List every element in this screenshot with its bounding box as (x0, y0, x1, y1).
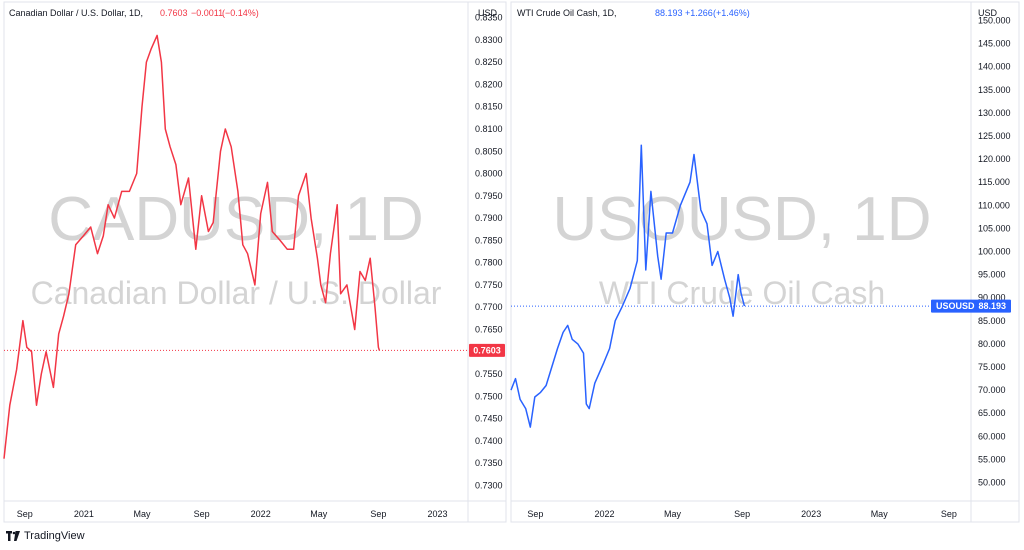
left-watermark-name: Canadian Dollar / U.S. Dollar (31, 275, 442, 311)
right-ytick-label: 60.000 (978, 431, 1006, 441)
right-xtick-label: May (664, 509, 682, 519)
right-price-tag: USOUSD 88.193 (931, 299, 1011, 313)
left-legend-change: −0.0011 (191, 8, 223, 18)
left-xtick-label: 2021 (74, 509, 94, 519)
left-series-line (3, 34, 381, 459)
right-legend-change: +1.266 (685, 8, 713, 18)
right-ytick-label: 145.000 (978, 39, 1011, 49)
right-ytick-label: 120.000 (978, 154, 1011, 164)
right-xtick-label: Sep (941, 509, 957, 519)
left-ytick-label: 0.7300 (475, 480, 503, 490)
right-ytick-label: 65.000 (978, 408, 1006, 418)
left-ytick-label: 0.8350 (475, 13, 503, 23)
right-xtick-label: Sep (734, 509, 750, 519)
right-ytick-label: 115.000 (978, 177, 1010, 187)
right-series-line (510, 144, 746, 428)
right-ytick-label: 105.000 (978, 223, 1011, 233)
left-ytick-label: 0.7800 (475, 258, 503, 268)
right-ytick-label: 130.000 (978, 108, 1011, 118)
right-ytick-label: 110.000 (978, 200, 1010, 210)
left-panel-border (3, 1, 507, 523)
left-ytick-label: 0.7500 (475, 391, 503, 401)
left-legend[interactable]: Canadian Dollar / U.S. Dollar, 1D, 0.760… (9, 8, 259, 18)
right-ytick-label: 75.000 (978, 362, 1006, 372)
left-price-tag: 0.7603 (469, 343, 505, 357)
right-panel-border (510, 1, 1020, 523)
left-legend-change-pct: (−0.14%) (222, 8, 259, 18)
left-ytick-label: 0.7350 (475, 458, 503, 468)
left-legend-title: Canadian Dollar / U.S. Dollar, 1D, (9, 8, 143, 18)
left-ytick-label: 0.7900 (475, 213, 503, 223)
left-ytick-label: 0.8300 (475, 35, 503, 45)
left-xtick-label: May (133, 509, 151, 519)
right-currency-label: USD (978, 8, 998, 18)
right-ytick-label: 100.000 (978, 247, 1011, 257)
right-price-tag-symbol: USOUSD (936, 301, 975, 311)
left-ytick-label: 0.8000 (475, 169, 503, 179)
right-price-tag-value: 88.193 (978, 301, 1006, 311)
left-ytick-label: 0.8250 (475, 57, 503, 67)
right-xtick-label: 2023 (801, 509, 821, 519)
right-legend-change-pct: (+1.46%) (713, 8, 750, 18)
right-xtick-label: May (871, 509, 889, 519)
right-xtick-label: Sep (527, 509, 543, 519)
left-ytick-label: 0.8050 (475, 146, 503, 156)
right-xtick-label: 2022 (594, 509, 614, 519)
left-price-tag-bg (469, 343, 505, 357)
right-ytick-label: 125.000 (978, 131, 1011, 141)
right-ytick-label: 150.000 (978, 16, 1011, 26)
left-xtick-label: Sep (370, 509, 386, 519)
right-legend-title: WTI Crude Oil Cash, 1D, (517, 8, 617, 18)
right-ytick-label: 55.000 (978, 454, 1006, 464)
left-ytick-label: 0.7400 (475, 436, 503, 446)
right-time-axis[interactable]: Sep 2022 May Sep 2023 May Sep (527, 509, 957, 519)
footer-brand: TradingView (24, 530, 85, 542)
right-watermark-name: WTI Crude Oil Cash (599, 275, 885, 311)
left-ytick-label: 0.7450 (475, 414, 503, 424)
right-ytick-label: 95.000 (978, 270, 1006, 280)
right-ytick-label: 135.000 (978, 85, 1011, 95)
left-xtick-label: Sep (17, 509, 33, 519)
left-ytick-label: 0.8200 (475, 79, 503, 89)
left-xtick-label: Sep (194, 509, 210, 519)
left-ytick-label: 0.8150 (475, 102, 503, 112)
footer[interactable]: TradingView (6, 527, 85, 545)
left-time-axis[interactable]: Sep 2021 May Sep 2022 May Sep 2023 (17, 509, 448, 519)
left-watermark-symbol: CADUSD, 1D (48, 185, 424, 254)
right-ytick-label: 80.000 (978, 339, 1006, 349)
left-price-axis[interactable]: 0.8350 0.8300 0.8250 0.8200 0.8150 0.8100 0.80… (475, 13, 503, 491)
left-ytick-label: 0.7950 (475, 191, 503, 201)
right-legend-last: 88.193 (655, 8, 683, 18)
left-ytick-label: 0.7650 (475, 325, 503, 335)
right-ytick-label: 70.000 (978, 385, 1006, 395)
right-ytick-label: 90.000 (978, 293, 1006, 303)
left-currency-label: USD (478, 8, 498, 18)
left-ytick-label: 0.7850 (475, 235, 503, 245)
right-watermark-symbol: USOUSD, 1D (553, 185, 932, 254)
left-chart-panel: CADUSD, 1D Canadian Dollar / U.S. Dollar… (3, 1, 507, 523)
right-legend[interactable]: WTI Crude Oil Cash, 1D, 88.193 +1.266 (+… (517, 8, 750, 18)
left-ytick-label: 0.8100 (475, 124, 503, 134)
left-xtick-label: 2023 (427, 509, 447, 519)
left-xtick-label: May (310, 509, 328, 519)
right-price-tag-bg (931, 299, 1011, 313)
left-ytick-label: 0.7750 (475, 280, 503, 290)
left-ytick-label: 0.7550 (475, 369, 503, 379)
left-price-tag-value: 0.7603 (473, 345, 501, 355)
right-ytick-label: 85.000 (978, 316, 1006, 326)
tradingview-logo-icon (6, 531, 20, 541)
left-ytick-label: 0.7700 (475, 302, 503, 312)
right-ytick-label: 50.000 (978, 478, 1006, 488)
left-legend-last: 0.7603 (160, 8, 188, 18)
right-price-axis[interactable]: 150.000 145.000 140.000 135.000 130.000 125.0… (978, 16, 1011, 488)
right-ytick-label: 140.000 (978, 62, 1011, 72)
right-chart-panel: USOUSD, 1D WTI Crude Oil Cash 150.000 145… (510, 1, 1020, 523)
left-xtick-label: 2022 (251, 509, 271, 519)
